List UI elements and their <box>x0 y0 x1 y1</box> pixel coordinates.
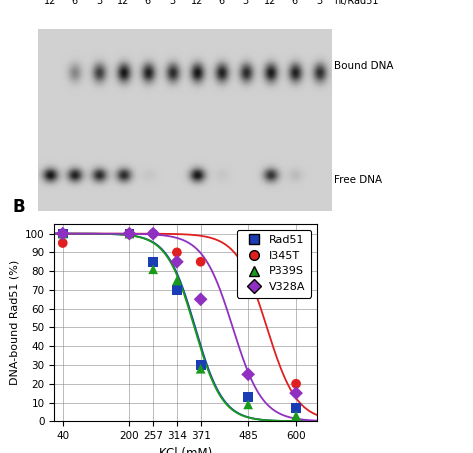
Point <box>245 371 252 378</box>
Point <box>149 265 157 273</box>
Point <box>173 258 181 265</box>
X-axis label: KCl (mM): KCl (mM) <box>159 447 212 453</box>
Text: 3: 3 <box>96 0 102 6</box>
Point <box>126 230 133 237</box>
Text: 6: 6 <box>291 0 298 6</box>
Text: nt/Rad51: nt/Rad51 <box>334 0 378 6</box>
Point <box>59 230 67 237</box>
Point <box>197 296 204 303</box>
Point <box>173 277 181 284</box>
Point <box>292 380 300 387</box>
Text: 3: 3 <box>316 0 322 6</box>
Point <box>245 401 252 408</box>
Text: 3: 3 <box>169 0 175 6</box>
Text: 12: 12 <box>191 0 203 6</box>
Point <box>292 412 300 419</box>
Point <box>173 249 181 256</box>
Y-axis label: DNA-bound Rad51 (%): DNA-bound Rad51 (%) <box>9 260 19 386</box>
Point <box>126 230 133 237</box>
Text: 12: 12 <box>264 0 276 6</box>
Point <box>173 286 181 294</box>
Point <box>197 361 204 369</box>
Text: B: B <box>12 198 25 217</box>
Point <box>197 258 204 265</box>
Point <box>292 390 300 397</box>
Point <box>59 239 67 246</box>
Text: 6: 6 <box>145 0 151 6</box>
Point <box>149 230 157 237</box>
Point <box>126 230 133 237</box>
Point <box>292 405 300 412</box>
Text: 12: 12 <box>44 0 56 6</box>
Text: 12: 12 <box>117 0 130 6</box>
Legend: Rad51, I345T, P339S, V328A: Rad51, I345T, P339S, V328A <box>237 230 311 298</box>
Text: 6: 6 <box>71 0 78 6</box>
Point <box>126 230 133 237</box>
Text: 6: 6 <box>218 0 224 6</box>
Text: Bound DNA: Bound DNA <box>334 61 394 71</box>
Point <box>245 393 252 400</box>
Text: 3: 3 <box>243 0 249 6</box>
Point <box>59 230 67 237</box>
Text: Free DNA: Free DNA <box>334 175 382 185</box>
Point <box>197 365 204 372</box>
Point <box>59 230 67 237</box>
Point <box>245 286 252 294</box>
Point <box>149 258 157 265</box>
Point <box>149 230 157 237</box>
